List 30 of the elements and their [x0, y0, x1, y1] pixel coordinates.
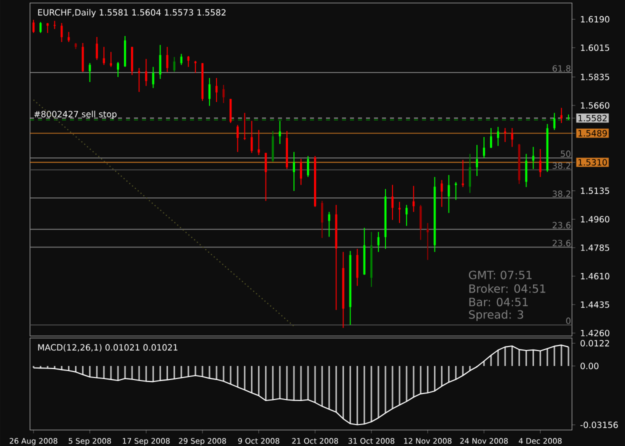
y-tick-label: 1.4610: [580, 272, 610, 280]
annotation: Broker: 04:51: [469, 284, 546, 293]
annotation: 23.6: [552, 240, 571, 246]
annotation: 23.6: [552, 222, 571, 228]
annotation: Bar: 04:51: [469, 298, 528, 306]
y-tick-label: 1.5135: [580, 188, 610, 194]
text: MACD(12,26,1) 0.01021 0.01021: [38, 344, 178, 352]
text: EURCHF,Daily 1.5581 1.5604 1.5573 1.5582: [38, 9, 226, 18]
y-tick-label: 1.4960: [580, 216, 610, 222]
y-tick-label: 1.6015: [580, 44, 610, 51]
annotation: 38.2: [552, 162, 570, 169]
ref-line-label: #8002427 sell stop: [34, 110, 117, 119]
annotation: 0: [566, 318, 570, 324]
annotation: Spread: 3: [469, 310, 524, 321]
y-tick-label: 0.0122: [580, 340, 610, 346]
y-tick-label: 1.5489: [578, 130, 607, 136]
y-tick-label: 1.6190: [580, 16, 610, 22]
y-tick-label: 1.4260: [580, 330, 610, 336]
y-tick-label: 1.5582: [578, 114, 607, 122]
y-tick-label: 1.5310: [578, 159, 607, 166]
annotation: 61.8: [552, 65, 570, 72]
y-tick-label: 1.5660: [580, 102, 610, 109]
annotation: GMT: 07:51: [468, 270, 532, 280]
annotation: 38.2: [552, 190, 570, 198]
y-tick-label: 1.4435: [580, 301, 610, 308]
y-tick-label: 1.4785: [580, 244, 610, 251]
y-tick-label: 1.5835: [580, 74, 610, 80]
y-tick-label: 0.00: [580, 362, 598, 370]
y-tick-label: -0.03156: [580, 422, 618, 428]
annotation: 50: [560, 150, 570, 158]
